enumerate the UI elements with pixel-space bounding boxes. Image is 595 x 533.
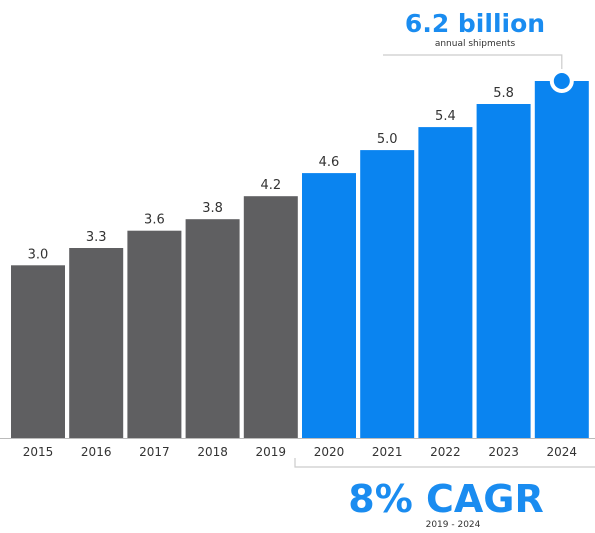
- bar-2016: [69, 248, 124, 438]
- bar-2024: [534, 81, 589, 438]
- value-label-2015: 3.0: [28, 247, 49, 262]
- value-label-2023: 5.8: [493, 86, 514, 101]
- bar-2019: [243, 196, 298, 438]
- value-label-2018: 3.8: [202, 201, 223, 216]
- value-labels-group: 3.0 3.3 3.6 3.8 4.2 4.6 5.0 5.4 5.8: [28, 86, 514, 262]
- cagr-range: 2019 - 2024: [426, 520, 481, 530]
- x-tick-2015: 2015: [23, 445, 54, 459]
- value-label-2021: 5.0: [377, 132, 398, 147]
- bar-2021: [360, 150, 415, 438]
- value-label-2017: 3.6: [144, 213, 165, 228]
- callout-value: 6.2 billion: [405, 9, 545, 38]
- callout-subtitle: annual shipments: [435, 39, 516, 49]
- x-tick-2020: 2020: [314, 445, 345, 459]
- bar-2015: [11, 265, 65, 438]
- value-label-2016: 3.3: [86, 230, 107, 245]
- value-label-2019: 4.2: [260, 178, 281, 193]
- value-label-2022: 5.4: [435, 109, 456, 124]
- bar-2017: [127, 230, 182, 438]
- x-tick-2022: 2022: [430, 445, 461, 459]
- x-tick-2024: 2024: [547, 445, 578, 459]
- bar-2023: [476, 104, 531, 438]
- bars-group: [11, 81, 589, 438]
- bar-2022: [418, 127, 473, 438]
- cagr-value: 8% CAGR: [348, 477, 544, 521]
- bar-2020: [302, 173, 356, 438]
- callout-marker-dot: [549, 69, 574, 93]
- x-tick-2023: 2023: [488, 445, 519, 459]
- x-axis-ticks: 2015 2016 2017 2018 2019 2020 2021 2022 2023 2024: [23, 445, 577, 459]
- x-tick-2017: 2017: [139, 445, 170, 459]
- x-tick-2021: 2021: [372, 445, 403, 459]
- bar-2018: [185, 219, 240, 438]
- cagr-bracket-line: [294, 458, 595, 468]
- value-label-2020: 4.6: [319, 155, 340, 170]
- callout-leader-line: [383, 54, 563, 71]
- x-tick-2018: 2018: [197, 445, 228, 459]
- x-tick-2019: 2019: [256, 445, 287, 459]
- x-tick-2016: 2016: [81, 445, 112, 459]
